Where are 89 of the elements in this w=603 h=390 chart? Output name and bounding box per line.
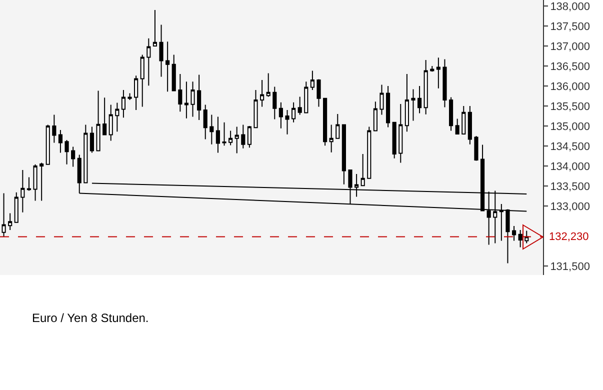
candlestick (367, 126, 372, 179)
candlestick (234, 126, 239, 154)
candlestick (278, 102, 283, 129)
candlestick (254, 90, 258, 128)
candlestick (316, 78, 321, 108)
candlestick (260, 80, 264, 108)
candlestick (329, 124, 334, 153)
candlestick (14, 192, 18, 223)
candlestick (462, 106, 466, 134)
candlestick (442, 58, 447, 108)
candlestick (342, 124, 346, 185)
candlestick (108, 104, 113, 142)
candlestick (386, 86, 390, 128)
candlestick (216, 116, 220, 154)
candlestick (190, 81, 195, 118)
y-tick-label: 138,000 (550, 0, 590, 13)
candlestick (436, 57, 440, 89)
y-tick-label: 136,000 (550, 80, 590, 93)
candlestick (33, 164, 38, 202)
candlestick (115, 102, 120, 132)
candlestick (304, 81, 308, 114)
candlestick (128, 92, 132, 100)
candlestick (203, 104, 208, 140)
candlestick (184, 81, 188, 119)
candlestick (46, 124, 50, 165)
candlestick (448, 96, 454, 132)
candlestick (40, 162, 44, 202)
candlestick (71, 146, 76, 168)
candlestick (222, 122, 226, 146)
candlestick (398, 104, 403, 164)
candlestick (424, 60, 428, 115)
candlestick (140, 54, 144, 108)
candlestick (102, 97, 107, 136)
candlestick (430, 66, 434, 72)
candlestick (134, 75, 138, 110)
candlestick (298, 96, 302, 116)
candlestick (404, 74, 409, 132)
candlestick (90, 126, 94, 154)
candlestick (323, 98, 328, 146)
candlestick (310, 70, 314, 90)
y-tick-label: 131,500 (550, 260, 590, 273)
candlestick (52, 114, 56, 144)
candlestick (64, 140, 69, 165)
candlestick (210, 114, 214, 145)
candlestick (272, 86, 277, 120)
candlestick (8, 212, 12, 230)
candlestick (172, 54, 176, 92)
candlestick (84, 124, 88, 184)
candlestick (247, 126, 252, 148)
candlestick (26, 176, 32, 192)
y-tick-label: 136,500 (550, 60, 590, 73)
candlestick (474, 136, 478, 162)
candlestick (468, 106, 472, 145)
y-tick-label: 135,500 (550, 100, 590, 113)
candlestick (166, 41, 170, 92)
candlestick (159, 24, 164, 78)
candlestick (455, 118, 460, 134)
candlestick (152, 10, 158, 46)
y-tick-label: 137,500 (550, 20, 590, 33)
candlestick (380, 84, 384, 116)
y-tick-label: 133,000 (550, 200, 590, 213)
y-tick-label: 137,000 (550, 40, 590, 53)
candlestick (96, 90, 100, 152)
candlestick (417, 86, 422, 114)
candlestick (121, 90, 126, 118)
candlestick (266, 72, 270, 98)
y-tick-label: 134,000 (550, 160, 590, 173)
candlestick (285, 110, 290, 135)
candlestick (228, 130, 233, 146)
candlestick (197, 74, 202, 120)
candlestick (373, 101, 378, 132)
text: Euro / Yen 8 Stunden. (32, 311, 149, 325)
candlestick (178, 74, 182, 112)
candlestick (58, 130, 63, 154)
candlestick (518, 230, 522, 248)
candlestick (20, 170, 25, 213)
y-tick-label: 133,500 (550, 180, 590, 193)
candlestick (392, 122, 396, 159)
candlestick (360, 154, 365, 186)
y-tick-label: 135,000 (550, 120, 590, 133)
candlestick (411, 88, 416, 122)
candlestick (292, 102, 296, 123)
candlestick (512, 226, 516, 242)
y-tick-label: 134,500 (550, 140, 590, 153)
ref-line-label: 132,230 (549, 231, 589, 243)
candlestick (336, 114, 340, 139)
candlestick (524, 230, 529, 244)
candlestick (146, 38, 151, 86)
candlestick (241, 124, 246, 149)
